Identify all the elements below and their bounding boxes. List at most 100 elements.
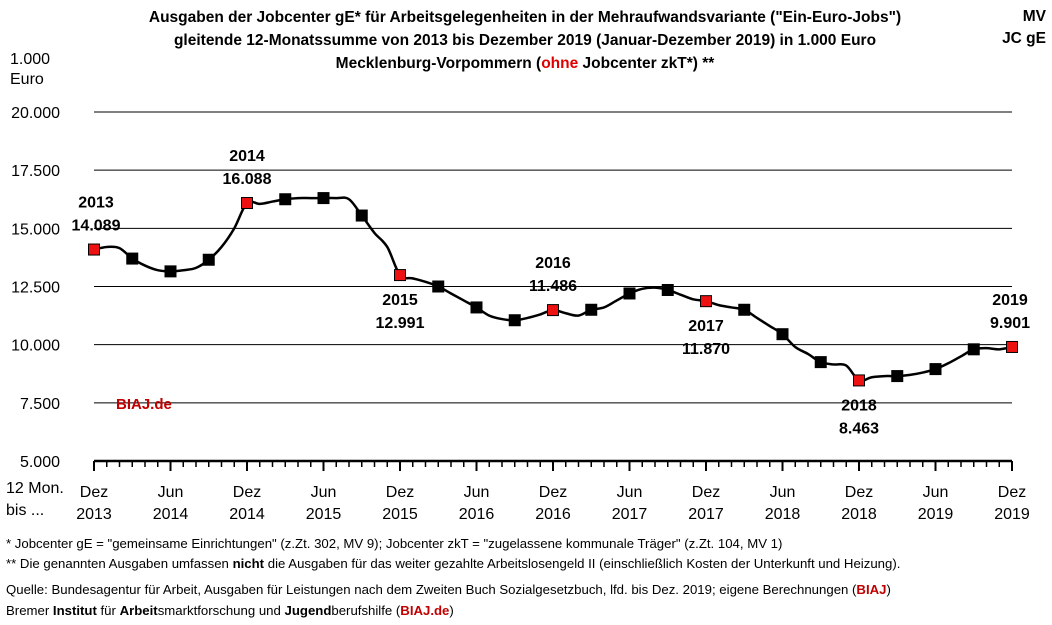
x-tick-label-month: Dez <box>233 484 261 501</box>
x-tick-label-month: Jun <box>158 484 184 501</box>
annotation-value: 11.870 <box>682 341 730 358</box>
highlight-marker <box>547 304 559 317</box>
x-tick-label-month: Jun <box>923 484 949 501</box>
x-axis-caption-line-2: bis ... <box>6 502 45 519</box>
x-tick-label-year: 2018 <box>765 506 801 523</box>
annotation-year: 2018 <box>841 397 877 414</box>
data-marker <box>661 283 674 296</box>
annotation-value: 16.088 <box>223 171 272 188</box>
institute-a: Bremer <box>6 603 53 618</box>
highlight-marker <box>241 197 253 210</box>
institute-note: Bremer Institut für Arbeitsmarktforschun… <box>6 601 454 621</box>
annotation-year: 2013 <box>78 195 114 212</box>
y-axis-unit-line-2: Euro <box>10 71 44 88</box>
y-tick-label: 15.000 <box>11 221 60 238</box>
title-line-3-post: Jobcenter zkT*) ** <box>578 55 715 72</box>
x-tick-label-year: 2017 <box>612 506 648 523</box>
x-tick-label-month: Dez <box>386 484 414 501</box>
annotation-year: 2017 <box>688 318 724 335</box>
institute-d: Arbeit <box>119 603 158 618</box>
y-axis-unit: 1.000 Euro <box>10 50 50 90</box>
footnote-2-post: die Ausgaben für das weiter gezahlte Arb… <box>264 556 901 571</box>
y-axis-unit-line-1: 1.000 <box>10 51 51 68</box>
footnote-2: ** Die genannten Ausgaben umfassen nicht… <box>6 554 900 574</box>
data-marker <box>814 356 827 369</box>
footnote-2-pre: ** Die genannten Ausgaben umfassen <box>6 556 233 571</box>
x-tick-label-year: 2016 <box>535 506 571 523</box>
title-line-1: Ausgaben der Jobcenter gE* für Arbeitsge… <box>148 9 902 26</box>
institute-i: ) <box>449 603 454 618</box>
annotation-year: 2019 <box>992 292 1028 309</box>
highlight-marker <box>1006 340 1018 353</box>
annotation-year: 2016 <box>535 255 571 272</box>
highlight-marker <box>88 243 100 256</box>
x-tick-label-month: Dez <box>539 484 567 501</box>
annotation-year: 2015 <box>382 292 418 309</box>
x-tick-label-year: 2019 <box>994 506 1030 523</box>
source-note: Quelle: Bundesagentur für Arbeit, Ausgab… <box>6 580 891 600</box>
data-marker <box>929 363 942 376</box>
x-tick-label-month: Jun <box>464 484 490 501</box>
x-axis-caption-line-1: 12 Mon. <box>6 480 64 497</box>
title-line-3-ohne: ohne <box>541 55 579 72</box>
data-marker <box>470 301 483 314</box>
highlight-marker <box>700 295 712 308</box>
x-tick-label-month: Dez <box>692 484 720 501</box>
data-marker <box>202 253 215 266</box>
x-tick-label-year: 2013 <box>76 506 112 523</box>
data-marker <box>508 314 521 327</box>
institute-c: für <box>96 603 120 618</box>
x-axis-caption: 12 Mon. bis ... <box>6 478 64 522</box>
data-marker <box>891 370 904 383</box>
x-tick-label-year: 2018 <box>841 506 877 523</box>
annotation-value: 14.089 <box>72 218 121 235</box>
y-tick-label: 20.000 <box>11 105 60 122</box>
data-marker <box>623 287 636 300</box>
data-marker <box>738 303 751 316</box>
highlight-marker <box>394 269 406 282</box>
x-tick-label-year: 2015 <box>306 506 342 523</box>
x-tick-label-year: 2014 <box>153 506 189 523</box>
y-tick-label: 17.500 <box>11 163 60 180</box>
x-tick-label-month: Dez <box>80 484 108 501</box>
source-note-pre: Quelle: Bundesagentur für Arbeit, Ausgab… <box>6 582 857 597</box>
institute-f: Jugend <box>284 603 332 618</box>
data-marker <box>279 193 292 206</box>
region-label-line-2: JC gE <box>1002 30 1046 47</box>
annotation-value: 9.901 <box>990 315 1030 332</box>
y-tick-label: 7.500 <box>20 396 60 413</box>
institute-b: Institut <box>52 603 97 618</box>
x-tick-label-month: Jun <box>770 484 796 501</box>
y-tick-label: 5.000 <box>20 454 60 471</box>
data-marker <box>355 209 368 222</box>
title-line-3-pre: Mecklenburg-Vorpommern ( <box>335 55 542 72</box>
data-marker <box>126 252 139 265</box>
data-marker <box>776 328 789 341</box>
chart-title: Ausgaben der Jobcenter gE* für Arbeitsge… <box>100 6 950 75</box>
watermark: BIAJ.de <box>116 396 172 413</box>
data-marker <box>432 280 445 293</box>
highlight-marker <box>853 374 865 387</box>
data-marker <box>317 192 330 205</box>
source-note-post: ) <box>886 582 891 597</box>
data-marker <box>164 265 177 278</box>
x-tick-label-year: 2016 <box>459 506 495 523</box>
annotation-value: 11.486 <box>529 278 577 295</box>
annotation-value: 12.991 <box>376 315 425 332</box>
institute-g: berufshilfe ( <box>331 603 401 618</box>
annotation-value: 8.463 <box>839 420 879 437</box>
y-tick-label: 12.500 <box>11 280 60 297</box>
y-tick-label: 10.000 <box>11 338 60 355</box>
data-marker <box>585 303 598 316</box>
footnote-1: * Jobcenter gE = "gemeinsame Einrichtung… <box>6 536 783 551</box>
x-tick-label-month: Jun <box>311 484 337 501</box>
x-tick-label-year: 2015 <box>382 506 418 523</box>
footnote-2-bold: nicht <box>232 556 265 571</box>
source-note-biaj: BIAJ <box>856 582 887 597</box>
x-tick-label-month: Dez <box>845 484 873 501</box>
x-tick-label-year: 2014 <box>229 506 265 523</box>
region-label-line-1: MV <box>1022 8 1046 25</box>
x-tick-label-month: Dez <box>998 484 1026 501</box>
institute-link: BIAJ.de <box>400 603 450 618</box>
